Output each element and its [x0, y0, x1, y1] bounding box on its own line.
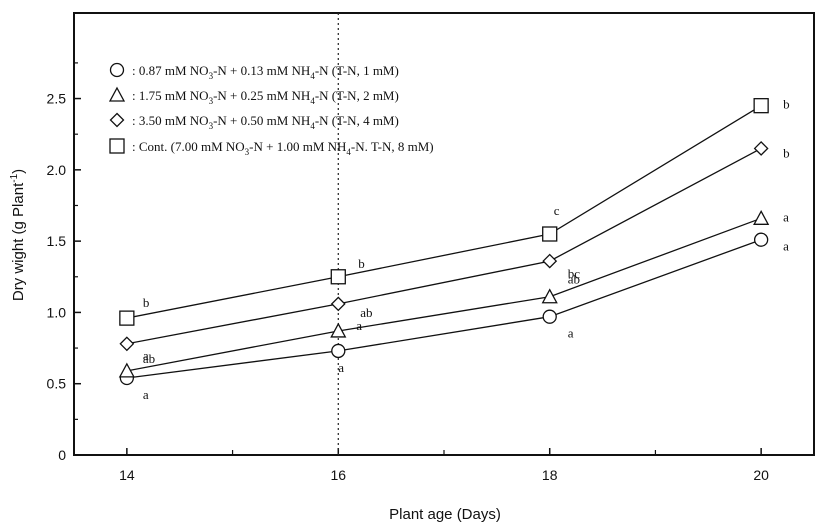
data-point	[753, 98, 769, 114]
x-tick-label: 18	[542, 467, 558, 483]
data-point	[119, 336, 135, 352]
data-point	[330, 322, 347, 338]
series-circle: a a a a	[119, 232, 789, 402]
legend-text-part: : Cont. (7.00 mM NO	[132, 139, 245, 154]
legend-entry: : Cont. (7.00 mM NO3-N + 1.00 mM NH4-N. …	[132, 139, 434, 157]
legend-text-part: -N (T-N, 4 mM)	[315, 113, 399, 128]
significance-label: ab	[568, 272, 580, 287]
y-tick-label: 0.5	[47, 376, 67, 392]
significance-label: b	[783, 145, 790, 160]
plot-border	[73, 12, 815, 456]
data-point	[541, 288, 558, 304]
significance-label: bc	[568, 266, 581, 281]
significance-label: b	[143, 295, 150, 310]
legend-subscript: 4	[310, 96, 315, 106]
significance-label: a	[783, 239, 789, 254]
data-point	[330, 296, 346, 312]
legend-subscript: 4	[346, 147, 351, 157]
y-tick-label: 2.5	[47, 91, 67, 107]
significance-label: a	[356, 318, 362, 333]
data-point	[753, 209, 770, 225]
series-line	[126, 105, 762, 319]
x-tick-label: 14	[119, 467, 135, 483]
legend-text-part: -N + 0.50 mM NH	[213, 113, 310, 128]
x-tick-label: 20	[753, 467, 769, 483]
data-point	[330, 269, 346, 285]
legend-marker-diamond	[109, 112, 125, 128]
data-point	[753, 232, 769, 247]
y-axis-title: Dry wight (g Plant-1)	[9, 169, 27, 301]
data-point	[542, 309, 557, 324]
data-point	[753, 141, 769, 156]
y-axis-title-sup: -1	[9, 173, 20, 182]
legend-text-part: : 3.50 mM NO	[132, 113, 209, 128]
series-line	[126, 217, 762, 372]
legend-text-part: : 0.87 mM NO	[132, 63, 209, 78]
data-point	[542, 226, 558, 242]
y-axis-title-end: )	[10, 169, 27, 174]
legend-entry: : 3.50 mM NO3-N + 0.50 mM NH4-N (T-N, 4 …	[132, 113, 399, 131]
legend-text-part: -N (T-N, 1 mM)	[315, 63, 399, 78]
significance-label: b	[358, 256, 365, 271]
significance-label: a	[338, 360, 344, 375]
legend-text-part: : 1.75 mM NO	[132, 88, 209, 103]
x-tick-label: 16	[330, 467, 346, 483]
legend-subscript: 3	[209, 96, 214, 106]
data-point	[542, 253, 558, 269]
legend-subscript: 3	[245, 147, 250, 157]
legend-subscript: 3	[209, 71, 214, 81]
data-point	[118, 362, 135, 378]
legend-text-part: -N. T-N, 8 mM)	[351, 139, 434, 154]
y-tick-label: 1.5	[47, 233, 67, 249]
legend-marker-circle	[109, 62, 125, 78]
legend-text-part: -N + 1.00 mM NH	[249, 139, 346, 154]
significance-label: a	[143, 348, 149, 363]
data-point	[331, 343, 346, 359]
legend-subscript: 4	[310, 71, 315, 81]
significance-label: a	[568, 326, 574, 341]
significance-label: ab	[360, 305, 372, 320]
y-tick-label: 1.0	[47, 304, 67, 320]
legend-subscript: 4	[310, 121, 315, 131]
legend-text-part: -N (T-N, 2 mM)	[315, 88, 399, 103]
significance-label: ab	[143, 351, 155, 366]
plot-frame	[73, 12, 815, 456]
legend-entry: : 1.75 mM NO3-N + 0.25 mM NH4-N (T-N, 2 …	[132, 88, 399, 106]
x-axis-title: Plant age (Days)	[389, 506, 501, 523]
legend-text-part: -N + 0.25 mM NH	[213, 88, 310, 103]
legend-marker-square	[109, 138, 125, 154]
legend: : 0.87 mM NO3-N + 0.13 mM NH4-N (T-N, 1 …	[108, 62, 434, 157]
y-tick-label: 2.0	[47, 162, 67, 178]
significance-label: a	[783, 209, 789, 224]
series-line	[126, 239, 762, 379]
series-line	[126, 147, 762, 345]
legend-subscript: 3	[209, 121, 214, 131]
significance-label: c	[554, 203, 560, 218]
y-axis-title-main: Dry wight (g Plant	[10, 182, 27, 301]
significance-label: b	[783, 97, 790, 112]
legend-text-part: -N + 0.13 mM NH	[213, 63, 310, 78]
legend-marker-triangle	[108, 86, 126, 102]
data-point	[119, 310, 135, 326]
axes: 0 0.5 1.0 1.5 2.0 2.5 14 16 18 20	[47, 62, 769, 483]
significance-label: a	[143, 387, 149, 402]
y-tick-label: 0	[58, 447, 66, 463]
legend-entry: : 0.87 mM NO3-N + 0.13 mM NH4-N (T-N, 1 …	[132, 63, 399, 81]
